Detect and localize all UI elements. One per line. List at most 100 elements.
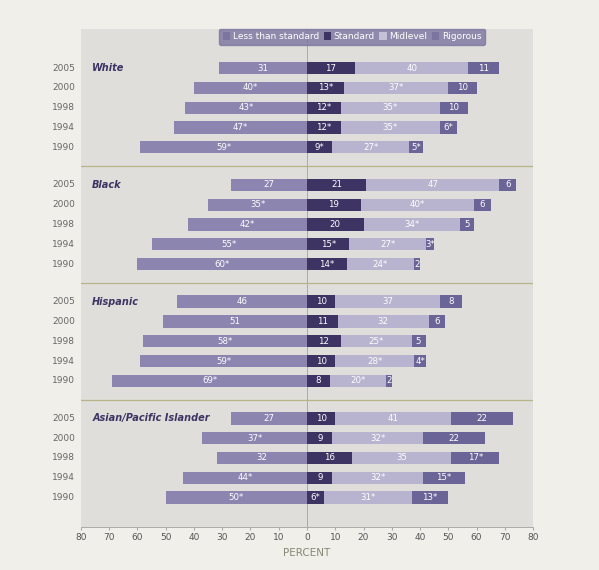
Text: 6: 6 (479, 200, 485, 209)
Bar (112, 374, 307, 387)
Bar (468, 62, 499, 74)
Text: 14*: 14* (319, 259, 334, 268)
Text: 15*: 15* (437, 473, 452, 482)
Text: 17: 17 (325, 64, 337, 72)
Text: 12*: 12* (316, 123, 332, 132)
Text: 27*: 27* (363, 142, 378, 152)
Bar (194, 28, 250, 527)
Bar (183, 471, 307, 484)
Bar (307, 471, 332, 484)
Text: 34*: 34* (404, 220, 419, 229)
Bar (347, 258, 415, 270)
Text: Asian/Pacific Islander: Asian/Pacific Islander (92, 413, 210, 424)
Text: 10: 10 (316, 297, 326, 306)
Bar (451, 452, 499, 464)
Text: 1990: 1990 (52, 493, 75, 502)
Bar (355, 62, 468, 74)
Text: 2005: 2005 (52, 64, 75, 72)
Text: 35*: 35* (383, 123, 398, 132)
Text: 1990: 1990 (52, 142, 75, 152)
Bar (332, 432, 423, 445)
Text: 1998: 1998 (52, 454, 75, 462)
Bar (335, 295, 440, 308)
Bar (174, 121, 307, 133)
Bar (307, 491, 324, 504)
X-axis label: PERCENT: PERCENT (283, 548, 331, 558)
Text: 5: 5 (416, 337, 421, 346)
Text: 9: 9 (317, 434, 322, 443)
Text: 32: 32 (256, 454, 267, 462)
Text: 27: 27 (264, 414, 274, 423)
Text: 2000: 2000 (52, 83, 75, 92)
Bar (307, 179, 367, 191)
Bar (332, 471, 423, 484)
Text: 1998: 1998 (52, 337, 75, 346)
Text: 37*: 37* (388, 83, 404, 92)
Text: 16: 16 (324, 454, 335, 462)
Bar (344, 82, 448, 94)
Text: 8: 8 (316, 376, 321, 385)
Text: 51: 51 (229, 317, 240, 326)
Text: 8: 8 (449, 297, 454, 306)
Text: 6*: 6* (311, 493, 320, 502)
Text: 9: 9 (317, 473, 322, 482)
Bar (166, 491, 307, 504)
Bar (451, 412, 513, 425)
Text: 2005: 2005 (52, 297, 75, 306)
Text: 2: 2 (415, 259, 420, 268)
Text: 1994: 1994 (52, 356, 75, 365)
Bar (307, 198, 361, 211)
Text: White: White (92, 63, 125, 73)
Bar (349, 238, 426, 250)
Bar (186, 101, 307, 114)
Bar (361, 198, 474, 211)
Text: 20*: 20* (350, 376, 365, 385)
Bar (81, 28, 137, 527)
Text: 6*: 6* (443, 123, 453, 132)
Text: 55*: 55* (222, 240, 237, 249)
Bar (364, 218, 459, 231)
Text: 22: 22 (449, 434, 459, 443)
Bar (335, 355, 415, 367)
Text: 11: 11 (478, 64, 489, 72)
Text: 10: 10 (457, 83, 468, 92)
Text: 47*: 47* (233, 123, 248, 132)
Text: 42*: 42* (240, 220, 255, 229)
Bar (329, 374, 386, 387)
Text: 24*: 24* (373, 259, 388, 268)
Bar (440, 121, 457, 133)
Text: 59*: 59* (216, 142, 231, 152)
Bar (386, 374, 392, 387)
Text: 6: 6 (434, 317, 440, 326)
Bar (423, 432, 485, 445)
Bar (409, 141, 423, 153)
Text: 4*: 4* (415, 356, 425, 365)
Bar (307, 452, 352, 464)
Bar (459, 218, 474, 231)
Text: 17*: 17* (468, 454, 483, 462)
Bar (307, 82, 344, 94)
Bar (420, 28, 477, 527)
Bar (307, 432, 332, 445)
Legend: Less than standard, Standard, Midlevel, Rigorous: Less than standard, Standard, Midlevel, … (219, 28, 485, 44)
Bar (335, 412, 451, 425)
Bar (415, 258, 420, 270)
Text: 1994: 1994 (52, 240, 75, 249)
Bar (423, 471, 465, 484)
Text: 32*: 32* (370, 473, 385, 482)
Text: 2000: 2000 (52, 434, 75, 443)
Bar (219, 62, 307, 74)
Bar (440, 101, 468, 114)
Text: 50*: 50* (229, 493, 244, 502)
Text: 58*: 58* (217, 337, 232, 346)
Text: 19: 19 (328, 200, 339, 209)
Bar (332, 141, 409, 153)
Text: 27: 27 (264, 180, 274, 189)
Text: 1998: 1998 (52, 103, 75, 112)
Text: 1990: 1990 (52, 259, 75, 268)
Bar (140, 355, 307, 367)
Bar (231, 179, 307, 191)
Bar (338, 315, 428, 328)
Bar (367, 179, 499, 191)
Bar (307, 295, 335, 308)
